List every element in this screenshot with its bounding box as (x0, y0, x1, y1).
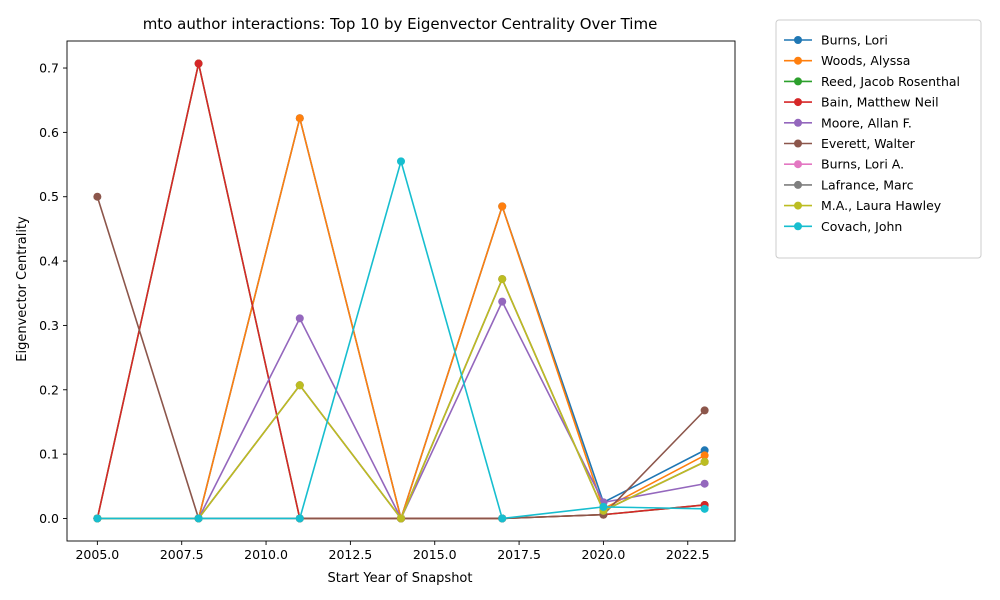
legend-marker (794, 139, 802, 148)
data-point (295, 381, 304, 390)
legend-marker (794, 56, 802, 65)
legend-entry-label: Reed, Jacob Rosenthal (821, 74, 960, 89)
legend-entry-label: Burns, Lori (821, 33, 888, 48)
legend-marker (794, 222, 802, 231)
legend-box (775, 19, 982, 259)
legend-entry-label: Covach, John (821, 219, 902, 234)
data-point (700, 504, 709, 513)
legend-marker (794, 77, 802, 86)
legend-entry-label: Woods, Alyssa (821, 53, 910, 68)
y-tick-label: 0.0 (39, 511, 59, 526)
axes-frame (66, 40, 736, 542)
data-point (700, 479, 709, 488)
y-axis-title: Eigenvector Centrality (15, 216, 30, 362)
data-point (397, 514, 405, 523)
x-tick-label: 2015.0 (413, 547, 457, 562)
data-point (93, 514, 102, 523)
x-tick-label: 2012.5 (329, 547, 373, 562)
y-tick-label: 0.3 (39, 318, 59, 333)
y-tick-label: 0.4 (39, 254, 59, 269)
data-point (700, 451, 709, 460)
data-point (599, 502, 608, 511)
legend-marker (794, 98, 802, 107)
data-point (498, 202, 507, 211)
legend-entry-label: Bain, Matthew Neil (821, 95, 939, 110)
y-axis: 0.0 0.1 0.2 0.3 0.4 0.5 0.6 0.7 (39, 61, 67, 526)
data-point (295, 114, 304, 123)
data-point (295, 314, 304, 323)
x-tick-label: 2017.5 (497, 547, 541, 562)
legend-marker (794, 180, 802, 189)
data-point (295, 514, 304, 523)
legend-entry-label: Moore, Allan F. (821, 115, 912, 130)
data-point (397, 157, 405, 166)
legend-marker (794, 201, 802, 210)
legend-marker (794, 118, 802, 127)
x-tick-label: 2005.0 (75, 547, 119, 562)
chart-title: mto author interactions: Top 10 by Eigen… (143, 15, 658, 33)
data-point (498, 275, 507, 284)
y-tick-label: 0.6 (39, 125, 59, 140)
data-point (194, 59, 203, 68)
legend-entry-label: Lafrance, Marc (821, 177, 914, 192)
legend-entry-label: Everett, Walter (821, 136, 916, 151)
y-tick-label: 0.2 (39, 382, 59, 397)
x-axis-title: Start Year of Snapshot (328, 571, 473, 586)
x-tick-label: 2020.0 (582, 547, 626, 562)
y-tick-label: 0.7 (39, 61, 59, 76)
legend-marker (794, 160, 802, 169)
x-axis: 2005.0 2007.5 2010.0 2012.5 2015.0 2017.5 2020… (75, 541, 710, 562)
data-point (498, 297, 507, 306)
plot-area (66, 40, 736, 542)
legend-entry-label: Burns, Lori A. (821, 157, 904, 172)
data-point (93, 192, 102, 201)
x-tick-label: 2007.5 (160, 547, 204, 562)
y-tick-label: 0.5 (39, 189, 59, 204)
x-tick-label: 2010.0 (244, 547, 288, 562)
data-point (700, 406, 709, 415)
x-tick-label: 2022.5 (666, 547, 710, 562)
data-point (498, 514, 507, 523)
data-point (194, 514, 203, 523)
legend-entry-label: M.A., Laura Hawley (821, 198, 942, 213)
legend-marker (794, 36, 802, 44)
data-point (700, 457, 709, 466)
legend: Burns, Lori Woods, Alyssa Reed, Jacob Rose… (775, 19, 982, 259)
y-tick-label: 0.1 (39, 447, 59, 462)
